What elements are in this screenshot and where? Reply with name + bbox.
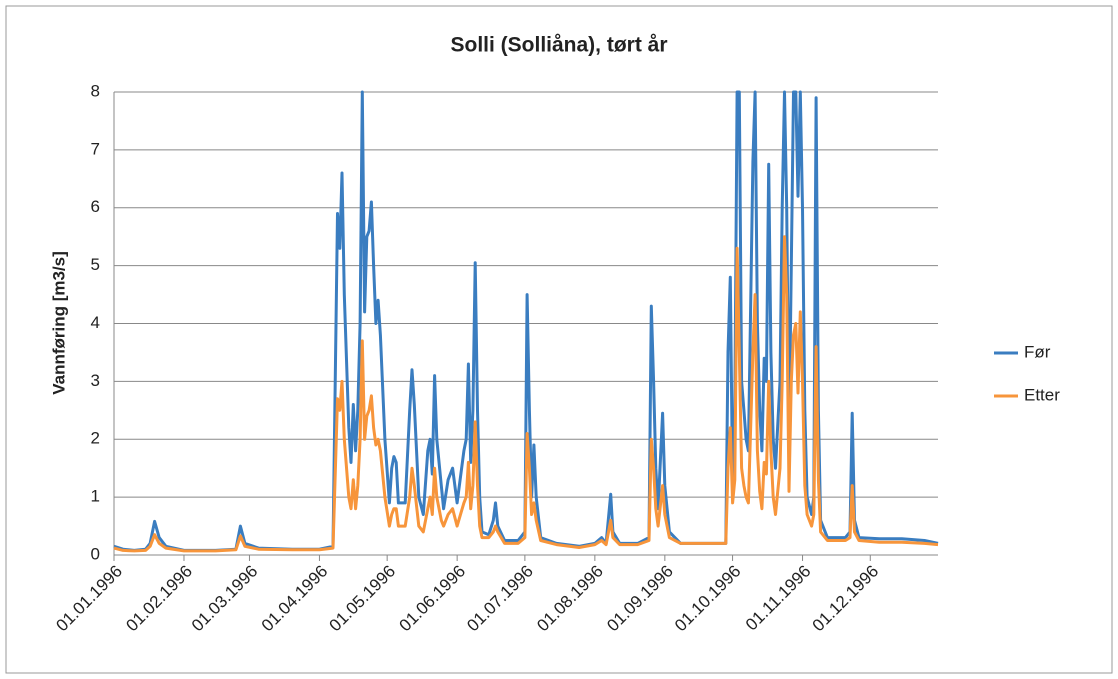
line-series: [113, 90, 939, 552]
legend-label: Før: [1024, 342, 1051, 361]
y-tick-label: 7: [91, 139, 100, 158]
y-tick-label: 4: [91, 313, 100, 332]
chart-title: Solli (Solliåna), tørt år: [450, 34, 667, 57]
legend-label: Etter: [1024, 385, 1060, 404]
chart-border: [5, 5, 1113, 674]
y-tick-label: 2: [91, 429, 100, 448]
line-series: [113, 235, 939, 553]
y-tick-label: 5: [91, 255, 100, 274]
y-tick-label: 3: [91, 371, 100, 390]
y-tick-label: 6: [91, 197, 100, 216]
y-axis-label: Vannføring [m3/s]: [49, 251, 68, 395]
y-tick-label: 1: [91, 487, 100, 506]
y-tick-label: 0: [91, 544, 100, 563]
y-tick-label: 8: [91, 81, 100, 100]
